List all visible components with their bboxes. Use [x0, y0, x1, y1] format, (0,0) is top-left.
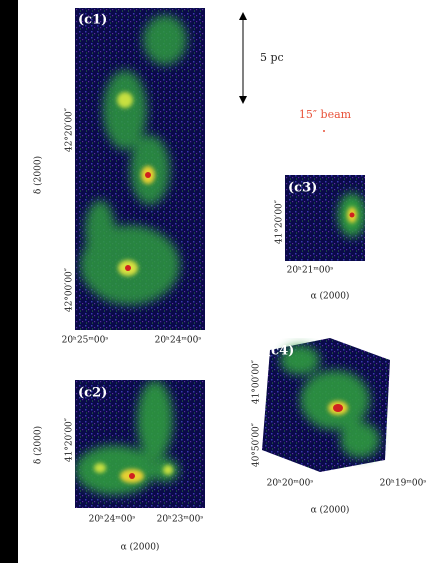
y-tick-label: 41°20′00″ — [65, 417, 75, 462]
y-tick-label: 41°20′00″ — [275, 199, 285, 244]
scale-label: 5 pc — [260, 51, 284, 64]
x-tick-label: 20ʰ23ᵐ00ˢ — [157, 515, 204, 525]
x-axis-label: α (2000) — [121, 542, 160, 553]
x-tick-label: 20ʰ19ᵐ00ˢ — [380, 479, 427, 489]
beam-marker — [323, 130, 325, 132]
x-tick-label: 20ʰ24ᵐ00ˢ — [155, 336, 202, 346]
y-axis-label: δ (2000) — [33, 426, 44, 464]
y-tick-label: 41°00′00″ — [252, 359, 262, 404]
x-axis-label: α (2000) — [311, 291, 350, 302]
x-tick-label: 20ʰ25ᵐ00ˢ — [62, 336, 109, 346]
panel-label: (c4) — [265, 344, 294, 359]
y-tick-label: 42°00′00″ — [65, 267, 75, 312]
y-axis-label: δ (2000) — [33, 156, 44, 194]
y-tick-label: 42°20′00″ — [65, 107, 75, 152]
x-tick-label: 20ʰ20ᵐ00ˢ — [267, 479, 314, 489]
beam-label: 15″ beam — [299, 108, 352, 121]
panel-label: (c1) — [78, 13, 107, 28]
x-tick-label: 20ʰ21ᵐ00ˢ — [287, 266, 334, 276]
x-tick-label: 20ʰ24ᵐ00ˢ — [89, 515, 136, 525]
y-tick-label: 40°50′00″ — [252, 422, 262, 467]
figure: (c1) 42°20′00″ 42°00′00″ δ (2000) 20ʰ25ᵐ… — [0, 0, 440, 563]
panel-label: (c3) — [288, 181, 317, 196]
map-c1 — [75, 8, 205, 330]
x-axis-label: α (2000) — [311, 505, 350, 516]
panel-label: (c2) — [78, 386, 107, 401]
